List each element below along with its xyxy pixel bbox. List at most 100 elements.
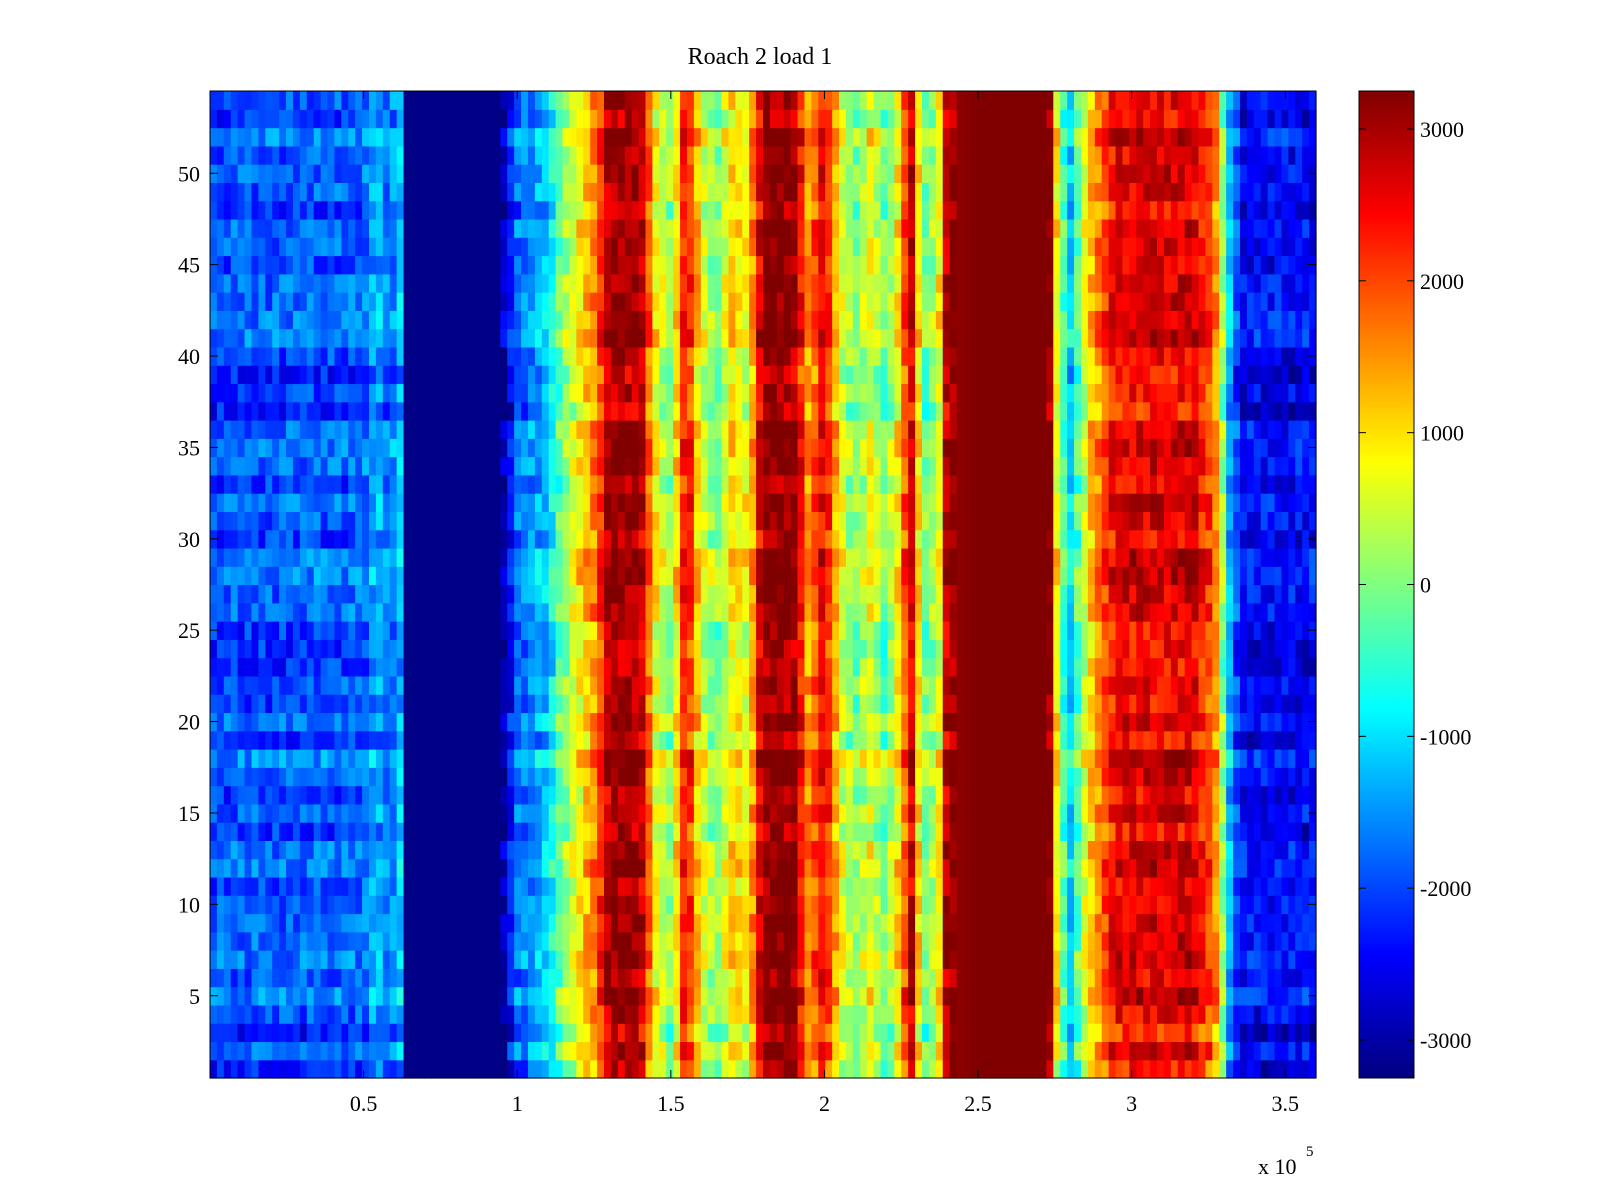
heatmap-cell [804, 547, 812, 567]
heatmap-cell [265, 749, 273, 768]
heatmap-cell [1205, 858, 1213, 878]
heatmap-cell [306, 1041, 315, 1061]
heatmap-cell [341, 950, 349, 969]
heatmap-cell [562, 694, 571, 714]
heatmap-cell [631, 602, 640, 622]
heatmap-cell [1074, 675, 1082, 695]
heatmap-cell [590, 657, 598, 677]
heatmap-cell [1039, 785, 1048, 805]
heatmap-cell [776, 913, 785, 933]
heatmap-cell [1032, 1023, 1041, 1043]
heatmap-cell [873, 895, 882, 915]
heatmap-cell [576, 858, 584, 878]
heatmap-cell [1060, 584, 1068, 604]
heatmap-cell [1025, 931, 1034, 951]
heatmap-cell [527, 840, 536, 860]
heatmap-cell [1025, 968, 1034, 988]
heatmap-cell [873, 675, 882, 695]
heatmap-cell [908, 767, 916, 787]
heatmap-cell [1295, 840, 1303, 860]
heatmap-cell [1288, 895, 1296, 915]
heatmap-cell [279, 511, 287, 531]
heatmap-cell [845, 895, 854, 915]
heatmap-cell [1157, 639, 1165, 659]
heatmap-cell [604, 1059, 612, 1079]
heatmap-cell [1150, 694, 1158, 714]
heatmap-cell [1239, 511, 1248, 531]
heatmap-cell [645, 840, 653, 860]
heatmap-cell [1274, 675, 1283, 695]
heatmap-cell [818, 657, 826, 677]
heatmap-cell [610, 712, 619, 732]
heatmap-cell [1219, 767, 1227, 787]
heatmap-cell [396, 767, 405, 787]
heatmap-cell [977, 657, 985, 677]
heatmap-cell [362, 968, 370, 988]
heatmap-cell [1288, 621, 1296, 640]
heatmap-cell [562, 639, 571, 659]
heatmap-cell [998, 876, 1006, 896]
heatmap-cell [604, 547, 612, 567]
heatmap-cell [1143, 895, 1151, 915]
heatmap-cell [845, 621, 854, 640]
heatmap-cell [1170, 767, 1179, 787]
heatmap-cell [721, 547, 730, 567]
heatmap-cell [700, 968, 709, 988]
heatmap-cell [866, 913, 875, 933]
heatmap-cell [887, 986, 895, 1006]
heatmap-cell [728, 803, 736, 823]
heatmap-cell [223, 858, 232, 878]
heatmap-cell [527, 675, 536, 695]
heatmap-cell [355, 968, 363, 988]
heatmap-cell [749, 730, 757, 750]
heatmap-cell [569, 1059, 577, 1079]
heatmap-cell [1163, 895, 1172, 915]
heatmap-cell [659, 1059, 667, 1079]
heatmap-cell [424, 767, 432, 787]
heatmap-cell [306, 657, 315, 677]
heatmap-cell [368, 621, 377, 640]
heatmap-cell [334, 913, 342, 933]
heatmap-cell [645, 675, 653, 695]
heatmap-cell [431, 694, 439, 714]
heatmap-cell [1233, 767, 1241, 787]
heatmap-cell [763, 968, 771, 988]
heatmap-cell [1295, 675, 1303, 695]
heatmap-cell [216, 675, 225, 695]
heatmap-cell [1198, 822, 1206, 841]
heatmap-cell [839, 657, 847, 677]
heatmap-cell [977, 1023, 985, 1043]
heatmap-cell [500, 1059, 508, 1079]
heatmap-cell [396, 950, 405, 969]
heatmap-cell [286, 1004, 294, 1024]
heatmap-cell [963, 968, 971, 988]
heatmap-cell [438, 584, 446, 604]
heatmap-cell [389, 840, 398, 860]
heatmap-cell [617, 785, 626, 805]
heatmap-cell [970, 840, 978, 860]
heatmap-cell [1136, 931, 1144, 951]
heatmap-cell [320, 1023, 329, 1043]
heatmap-cell [251, 803, 259, 823]
heatmap-cell [1233, 602, 1241, 622]
heatmap-cell [666, 511, 674, 531]
heatmap-cell [1253, 566, 1262, 586]
heatmap-cell [638, 621, 647, 640]
heatmap-cell [887, 529, 895, 549]
heatmap-cell [845, 511, 854, 531]
heatmap-cell [984, 621, 992, 640]
heatmap-cell [472, 511, 481, 531]
heatmap-cell [410, 547, 418, 567]
heatmap-cell [389, 712, 398, 732]
heatmap-cell [1115, 749, 1124, 768]
heatmap-cell [845, 657, 854, 677]
heatmap-cell [928, 931, 937, 951]
heatmap-cell [389, 931, 398, 951]
heatmap-cell [852, 931, 861, 951]
heatmap-cell [514, 730, 522, 750]
heatmap-cell [458, 1004, 467, 1024]
heatmap-cell [458, 876, 467, 896]
heatmap-cell [998, 657, 1006, 677]
heatmap-cell [1094, 621, 1103, 640]
heatmap-cell [1212, 639, 1220, 659]
